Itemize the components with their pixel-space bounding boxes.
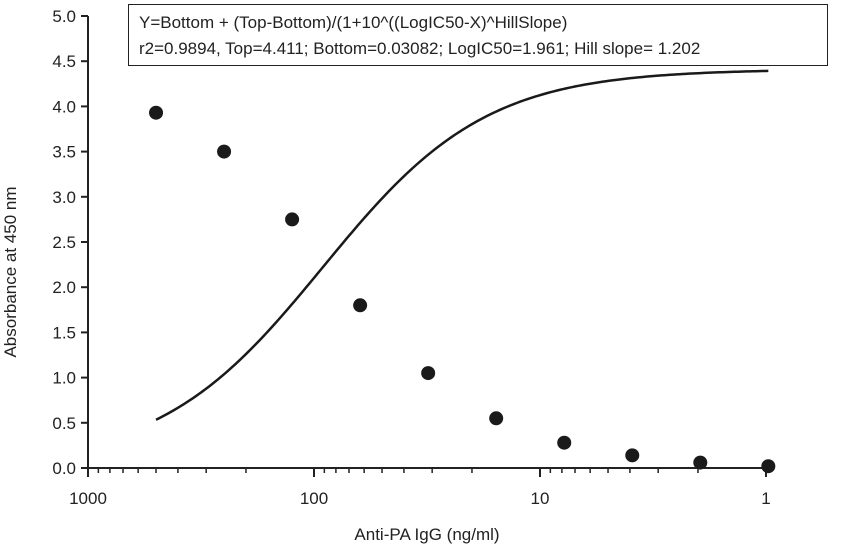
y-tick-label: 5.0 — [52, 7, 76, 26]
data-point — [217, 144, 232, 159]
data-point — [625, 448, 640, 463]
y-tick-label: 1.5 — [52, 323, 76, 342]
data-points — [149, 105, 776, 474]
data-point — [285, 212, 300, 227]
y-axis-title: Absorbance at 450 nm — [1, 186, 20, 357]
fit-parameters-line: r2=0.9894, Top=4.411; Bottom=0.03082; Lo… — [139, 39, 701, 58]
y-tick-label: 4.0 — [52, 97, 76, 116]
data-point — [761, 459, 776, 474]
x-tick-label: 1 — [761, 489, 770, 508]
fit-curve — [155, 69, 769, 421]
y-axis: 0.0 0.5 1.0 1.5 2.0 2.5 3.0 3.5 4.0 4.5 5.0 — [52, 7, 89, 478]
x-tick-label: 1000 — [69, 489, 107, 508]
equation-annotation: Y=Bottom + (Top-Bottom)/(1+10^((LogIC50-… — [128, 4, 828, 66]
x-tick-label: 10 — [531, 489, 550, 508]
data-point — [353, 298, 368, 313]
y-tick-label: 2.5 — [52, 233, 76, 252]
equation-line: Y=Bottom + (Top-Bottom)/(1+10^((LogIC50-… — [139, 13, 568, 32]
y-tick-label: 1.0 — [52, 369, 76, 388]
data-point — [149, 105, 164, 120]
x-tick-label: 100 — [300, 489, 328, 508]
y-tick-label: 3.5 — [52, 143, 76, 162]
data-point — [557, 435, 572, 450]
y-tick-label: 4.5 — [52, 52, 76, 71]
y-tick-label: 3.0 — [52, 188, 76, 207]
data-point — [489, 411, 504, 426]
y-tick-label: 2.0 — [52, 278, 76, 297]
x-axis-title: Anti-PA IgG (ng/ml) — [354, 525, 499, 544]
y-tick-label: 0.5 — [52, 414, 76, 433]
data-point — [693, 455, 708, 470]
y-tick-label: 0.0 — [52, 459, 76, 478]
data-point — [421, 366, 436, 381]
x-axis: 1000 100 10 1 — [69, 467, 771, 508]
